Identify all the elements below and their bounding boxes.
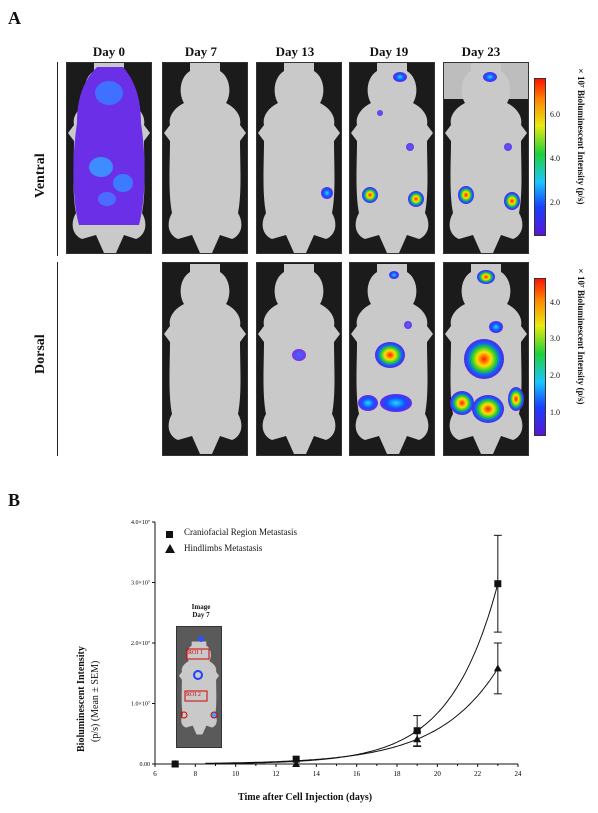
y-tick-label: 0.00	[140, 762, 151, 768]
dorsal-bracket	[57, 262, 58, 456]
colorbar-ventral-tick: 2.0	[550, 198, 560, 207]
data-point-hindlimbs	[493, 664, 502, 672]
day-label-13: Day 13	[275, 44, 315, 59]
inset-title-line2: Day 7	[192, 611, 210, 619]
day-label-23: Day 23	[461, 44, 501, 59]
inset-roi2-label: ROI 2	[186, 692, 201, 698]
y-tick-label: 1.0×10⁷	[131, 702, 150, 708]
x-tick-label: 20	[434, 770, 442, 778]
inset-day7-image	[176, 626, 222, 748]
data-point-craniofacial	[413, 727, 421, 735]
day-label-0: Day 0	[92, 44, 126, 59]
legend-square-marker	[166, 531, 173, 538]
inset-title-line1: Image	[191, 603, 211, 611]
data-point-craniofacial	[494, 580, 502, 588]
colorbar-dorsal-tick: 3.0	[550, 334, 560, 343]
legend-label-craniofacial: Craniofacial Region Metastasis	[184, 527, 297, 537]
ventral-bracket	[57, 62, 58, 256]
panel-a-letter: A	[8, 8, 21, 28]
colorbar-ventral-title: ×10⁷ Bioluminescent Intensity (p/s)	[576, 66, 586, 205]
data-point-hindlimbs	[171, 760, 180, 767]
image-dorsal-day19	[349, 262, 435, 456]
x-tick-label: 10	[232, 770, 240, 778]
image-dorsal-day23	[443, 262, 529, 456]
x-tick-label: 18	[394, 770, 402, 778]
colorbar-ventral	[534, 78, 546, 236]
image-ventral-day0	[66, 62, 152, 254]
y-tick-label: 3.0×10⁷	[131, 581, 150, 587]
x-tick-label: 24	[515, 770, 523, 778]
x-tick-label: 14	[313, 770, 321, 778]
fit-curve-hindlimbs	[205, 668, 499, 764]
data-point-craniofacial	[292, 755, 300, 763]
row-label-ventral: Ventral	[33, 153, 48, 198]
x-axis-label: Time after Cell Injection (days)	[238, 792, 373, 803]
data-point-hindlimbs	[413, 735, 422, 743]
image-ventral-day7	[162, 62, 248, 254]
colorbar-ventral-tick: 4.0	[550, 154, 560, 163]
panel-b-letter: B	[8, 490, 21, 510]
y-axis-label-line2: (p/s) (Mean ± SEM)	[90, 660, 101, 742]
legend-label-hindlimbs: Hindlimbs Metastasis	[184, 543, 263, 553]
x-tick-label: 6	[153, 770, 157, 778]
colorbar-dorsal-tick: 2.0	[550, 371, 560, 380]
y-axis-label-line1: Bioluminescent Intensity	[76, 646, 87, 752]
y-tick-label: 4.0×10⁷	[131, 520, 150, 526]
data-point-hindlimbs	[292, 760, 301, 767]
colorbar-dorsal	[534, 278, 546, 436]
colorbar-dorsal-tick: 4.0	[550, 298, 560, 307]
fit-curve-craniofacial	[205, 583, 499, 765]
y-tick-label: 2.0×10⁷	[131, 641, 150, 647]
image-ventral-day19	[349, 62, 435, 254]
x-tick-label: 8	[194, 770, 198, 778]
image-dorsal-day7	[162, 262, 248, 456]
inset-roi1-label: ROI 1	[188, 650, 203, 656]
growth-chart: 6 8 10 12 14 16 18 20 22 24 0.00 1.0×10⁷ 2.0×10⁷ 3.0×…	[131, 520, 523, 778]
image-ventral-day13	[256, 62, 342, 254]
row-label-dorsal: Dorsal	[33, 334, 48, 374]
inset-title: Image Day 7	[186, 603, 216, 619]
legend-triangle-marker	[165, 544, 175, 553]
x-tick-label: 12	[273, 770, 281, 778]
image-dorsal-day13	[256, 262, 342, 456]
day-label-19: Day 19	[369, 44, 409, 59]
image-ventral-day23	[443, 62, 529, 254]
x-tick-label: 16	[353, 770, 361, 778]
colorbar-dorsal-tick: 1.0	[550, 408, 560, 417]
day-label-7: Day 7	[184, 44, 218, 59]
x-tick-label: 22	[474, 770, 482, 778]
colorbar-ventral-tick: 6.0	[550, 110, 560, 119]
colorbar-dorsal-title: ×10⁷ Bioluminescent Intensity (p/s)	[576, 266, 586, 405]
